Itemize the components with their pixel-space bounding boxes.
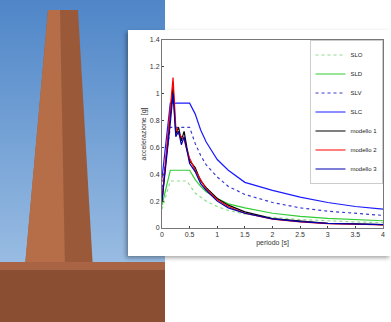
svg-text:0.2: 0.2 [150, 198, 160, 205]
svg-text:0.8: 0.8 [150, 117, 160, 124]
svg-text:modello 2: modello 2 [351, 147, 378, 153]
svg-text:SLC: SLC [351, 109, 363, 115]
svg-text:2.5: 2.5 [295, 231, 305, 238]
svg-text:0.4: 0.4 [150, 171, 160, 178]
svg-text:SLO: SLO [351, 52, 363, 58]
svg-text:modello 3: modello 3 [351, 166, 378, 172]
svg-text:1.2: 1.2 [150, 63, 160, 70]
svg-text:periodo [s]: periodo [s] [256, 239, 289, 247]
svg-text:3.5: 3.5 [351, 231, 361, 238]
svg-text:0: 0 [160, 231, 164, 238]
svg-text:1: 1 [156, 90, 160, 97]
svg-text:0.6: 0.6 [150, 144, 160, 151]
svg-text:modello 1: modello 1 [351, 128, 378, 134]
svg-text:0: 0 [156, 224, 160, 231]
svg-text:SLV: SLV [351, 90, 362, 96]
svg-text:1: 1 [215, 231, 219, 238]
svg-text:SLD: SLD [351, 71, 363, 77]
svg-text:0.5: 0.5 [185, 231, 195, 238]
svg-text:2: 2 [271, 231, 275, 238]
svg-text:4: 4 [381, 231, 385, 238]
svg-text:1.4: 1.4 [150, 36, 160, 43]
svg-text:3: 3 [326, 231, 330, 238]
svg-text:1.5: 1.5 [240, 231, 250, 238]
svg-text:accelerazione [g]: accelerazione [g] [140, 107, 148, 160]
